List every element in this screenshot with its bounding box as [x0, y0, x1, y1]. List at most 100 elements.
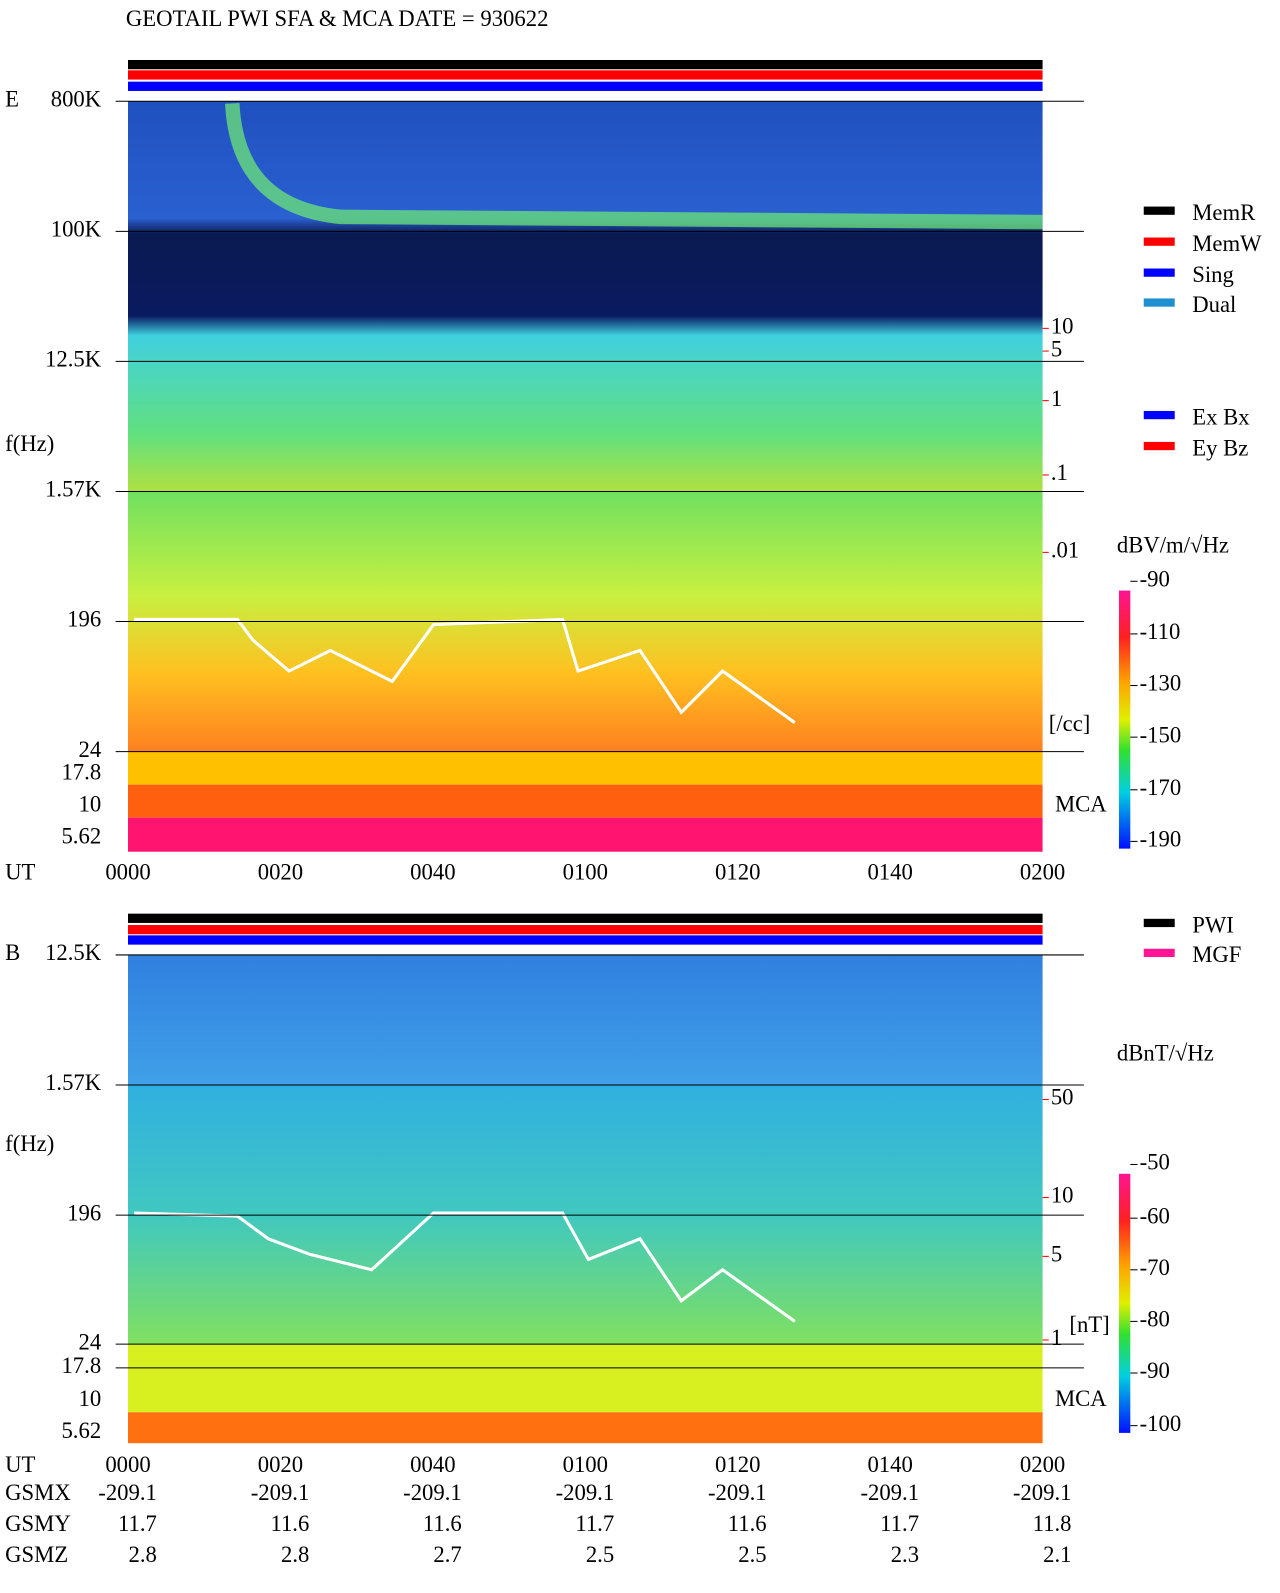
- orbit-value: 2.8: [129, 1542, 157, 1567]
- right-tick-label: 50: [1051, 1085, 1074, 1110]
- orbit-row-name: GSMZ: [5, 1542, 68, 1567]
- x-tick-label: 0020: [258, 860, 303, 885]
- right-tick-label: 5: [1051, 336, 1062, 361]
- colorbar-tick-label: -150: [1140, 722, 1182, 747]
- y-tick-label: 1.57K: [45, 1070, 102, 1095]
- orbit-row-name: GSMX: [5, 1480, 71, 1505]
- colorbar-tick-label: -60: [1140, 1203, 1170, 1228]
- orbit-value: 2.8: [281, 1542, 309, 1567]
- x-tick-label: 0120: [715, 1452, 760, 1477]
- emission: [225, 102, 1043, 230]
- panel-label: B: [5, 940, 20, 965]
- y-tick-label: 5.62: [61, 824, 101, 849]
- x-tick-label: 0140: [867, 1452, 912, 1477]
- status-bar: [128, 925, 1043, 935]
- y-tick-label: 10: [78, 1386, 101, 1411]
- y-tick-label: 17.8: [61, 1353, 101, 1378]
- x-tick-label: 0140: [867, 860, 912, 885]
- legend-swatch: [1143, 948, 1175, 958]
- colorbar-unit: dBV/m/√Hz: [1117, 532, 1229, 557]
- orbit-value: -209.1: [708, 1480, 767, 1505]
- legend-swatch: [1143, 268, 1175, 277]
- legend-swatch: [1143, 441, 1175, 451]
- legend-swatch: [1143, 918, 1175, 928]
- mca-band: [128, 1344, 1043, 1413]
- x-tick-label: 0100: [563, 1452, 608, 1477]
- status-bar: [128, 935, 1043, 945]
- legend-label: Dual: [1192, 292, 1236, 317]
- y-tick-label: 17.8: [61, 760, 101, 785]
- y-tick-label: 800K: [51, 86, 102, 111]
- orbit-value: 2.7: [433, 1542, 461, 1567]
- orbit-value: 2.5: [738, 1542, 766, 1567]
- colorbar-tick-label: -100: [1140, 1411, 1182, 1436]
- legend-swatch: [1143, 206, 1175, 215]
- right-tick-label: .1: [1051, 460, 1068, 485]
- y-axis-label: f(Hz): [5, 431, 54, 456]
- colorbar-tick-label: -110: [1140, 619, 1181, 644]
- legend-label: Ex Bx: [1192, 404, 1250, 429]
- orbit-value: 2.1: [1043, 1542, 1071, 1567]
- status-bar: [128, 70, 1043, 80]
- colorbar-tick-label: -130: [1140, 671, 1182, 696]
- right-unit: [/cc]: [1049, 711, 1091, 736]
- y-tick-label: 12.5K: [45, 940, 102, 965]
- orbit-value: -209.1: [556, 1480, 615, 1505]
- y-tick-label: 196: [67, 607, 101, 632]
- orbit-value: -209.1: [98, 1480, 157, 1505]
- spectrogram-high-e: [128, 101, 1043, 492]
- y-tick-label: 5.62: [61, 1418, 101, 1443]
- legend-label: MemR: [1192, 200, 1256, 225]
- mca-label: MCA: [1055, 792, 1107, 817]
- y-tick-label: 12.5K: [45, 347, 102, 372]
- orbit-value: 11.6: [728, 1511, 767, 1536]
- right-tick-label: .01: [1051, 538, 1079, 563]
- field-line: [134, 1211, 796, 1323]
- colorbar-tick-label: -80: [1140, 1307, 1170, 1332]
- density-line: [134, 617, 796, 724]
- orbit-row-name: GSMY: [5, 1511, 71, 1536]
- x-tick-label: 0040: [410, 1452, 455, 1477]
- orbit-value: 2.5: [586, 1542, 614, 1567]
- colorbar-tick-label: -90: [1140, 1358, 1170, 1383]
- mca-band: [128, 1412, 1043, 1444]
- right-tick-label: 10: [1051, 314, 1074, 339]
- legend-label: Ey Bz: [1192, 435, 1248, 460]
- y-tick-label: 24: [78, 1329, 101, 1354]
- y-tick-label: 196: [67, 1200, 101, 1225]
- right-tick-label: 1: [1051, 1325, 1062, 1350]
- legend-label: PWI: [1192, 912, 1234, 937]
- orbit-value: -209.1: [251, 1480, 310, 1505]
- x-tick-label: 0040: [410, 860, 455, 885]
- status-bars: [128, 59, 1043, 945]
- orbit-value: -209.1: [860, 1480, 919, 1505]
- x-axis-label: UT: [5, 1452, 35, 1477]
- colorbar: [1118, 590, 1131, 849]
- orbit-value: 11.8: [1033, 1511, 1072, 1536]
- y-tick-label: 100K: [51, 217, 102, 242]
- orbit-value: 11.7: [118, 1511, 157, 1536]
- legend-swatch: [1143, 298, 1175, 307]
- right-tick-label: 10: [1051, 1183, 1074, 1208]
- status-bar: [128, 59, 1043, 70]
- status-bar: [128, 81, 1043, 91]
- y-axis-label: f(Hz): [5, 1131, 54, 1156]
- x-tick-label: 0200: [1020, 860, 1065, 885]
- y-tick-label: 24: [78, 737, 101, 762]
- colorbar-tick-label: -90: [1140, 566, 1170, 591]
- spectrogram-high-b: [128, 954, 1043, 1086]
- legend-swatch: [1143, 237, 1175, 246]
- legend-label: MGF: [1192, 942, 1241, 967]
- y-tick-label: 1.57K: [45, 477, 102, 502]
- orbit-value: 2.3: [891, 1542, 919, 1567]
- x-tick-label: 0100: [563, 860, 608, 885]
- colorbar: [1118, 1173, 1131, 1433]
- mca-label: MCA: [1055, 1386, 1107, 1411]
- orbit-value: 11.7: [575, 1511, 614, 1536]
- panel-label: E: [5, 86, 19, 111]
- x-tick-label: 0120: [715, 860, 760, 885]
- colorbar-tick-label: -70: [1140, 1255, 1170, 1280]
- colorbar-tick-label: -50: [1140, 1150, 1170, 1175]
